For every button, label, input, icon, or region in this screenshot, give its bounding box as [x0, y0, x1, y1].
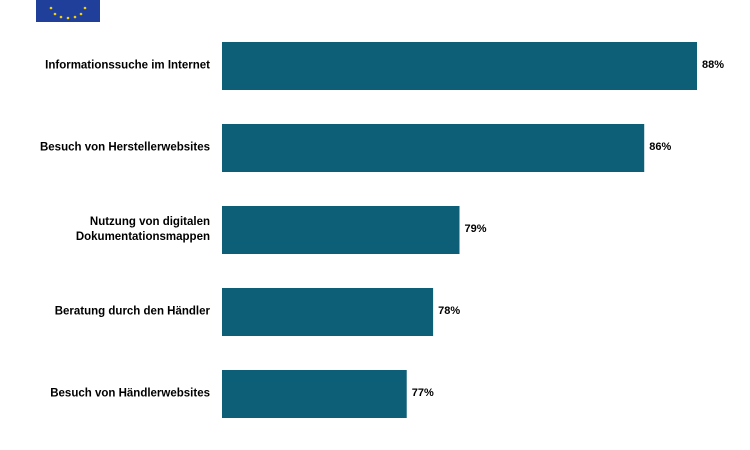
category-label: Besuch von Händlerwebsites — [50, 387, 210, 400]
bar — [222, 124, 645, 172]
eu-flag — [36, 0, 100, 22]
bar — [222, 42, 697, 90]
bar — [222, 206, 460, 254]
value-label: 79% — [465, 223, 487, 235]
bar — [222, 370, 407, 418]
value-label: 77% — [412, 387, 434, 399]
bar — [222, 288, 434, 336]
category-label: Informationssuche im Internet — [45, 59, 210, 72]
value-label: 88% — [702, 59, 724, 71]
category-label: Besuch von Herstellerwebsites — [39, 141, 210, 154]
category-label: Beratung durch den Händler — [54, 305, 210, 318]
category-label: Nutzung von digitalen Dokumentationsmapp… — [75, 216, 210, 243]
value-label: 78% — [438, 305, 460, 317]
value-label: 86% — [649, 141, 671, 153]
